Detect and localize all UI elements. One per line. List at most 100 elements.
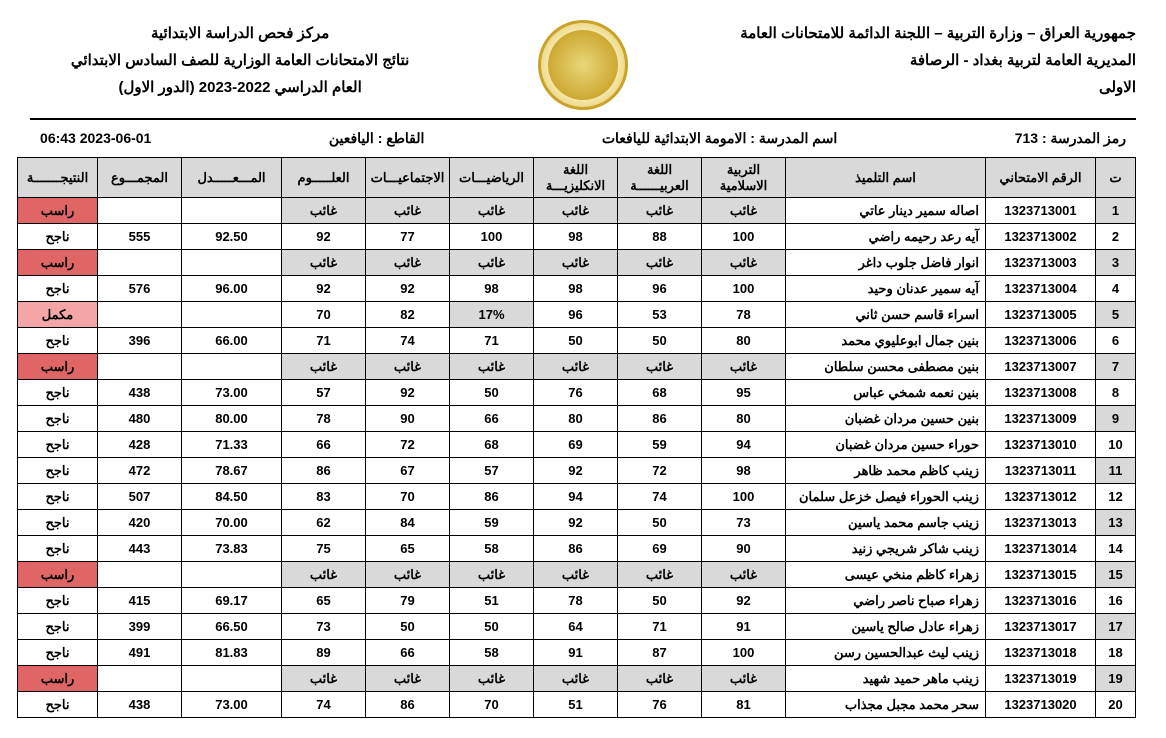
center-line-3: العام الدراسي 2022-2023 (الدور الاول) [30, 74, 450, 101]
cell-subject-1: 53 [618, 302, 702, 328]
cell-subject-2: 76 [534, 380, 618, 406]
table-row: 151323713015زهراء كاظم منخي عيسىغائبغائب… [18, 562, 1136, 588]
cell-subject-3: 66 [450, 406, 534, 432]
col-islamic: التربية الاسلامية [702, 158, 786, 198]
cell-student-name: بنين حسين مردان غضبان [786, 406, 986, 432]
cell-average: 73.00 [182, 692, 282, 718]
cell-result: ناجح [18, 484, 98, 510]
cell-student-name: زينب شاكر شريجي زنيد [786, 536, 986, 562]
cell-subject-3: غائب [450, 354, 534, 380]
cell-total [98, 250, 182, 276]
cell-subject-5: 92 [282, 276, 366, 302]
table-row: 81323713008بنين نعمه شمخي عباس9568765092… [18, 380, 1136, 406]
school-code: رمز المدرسة : 713 [1015, 130, 1126, 147]
cell-subject-5: غائب [282, 198, 366, 224]
cell-subject-2: غائب [534, 562, 618, 588]
cell-result: راسب [18, 666, 98, 692]
cell-result: ناجح [18, 458, 98, 484]
cell-student-name: حوراء حسين مردان غضبان [786, 432, 986, 458]
cell-subject-1: غائب [618, 250, 702, 276]
cell-total [98, 666, 182, 692]
cell-subject-2: 96 [534, 302, 618, 328]
table-row: 131323713013زينب جاسم محمد ياسين73509259… [18, 510, 1136, 536]
cell-subject-1: 74 [618, 484, 702, 510]
cell-subject-3: 98 [450, 276, 534, 302]
cell-subject-4: 67 [366, 458, 450, 484]
cell-total: 491 [98, 640, 182, 666]
cell-subject-3: 70 [450, 692, 534, 718]
cell-exam-no: 1323713017 [986, 614, 1096, 640]
table-row: 91323713009بنين حسين مردان غضبان80868066… [18, 406, 1136, 432]
cell-index: 13 [1096, 510, 1136, 536]
state-emblem-icon [538, 20, 628, 110]
cell-subject-5: 92 [282, 224, 366, 250]
cell-exam-no: 1323713018 [986, 640, 1096, 666]
cell-average [182, 666, 282, 692]
results-table: ت الرقم الامتحاني اسم التلميذ التربية ال… [17, 157, 1136, 718]
header-right-block: جمهورية العراق – وزارة التربية – اللجنة … [716, 20, 1136, 101]
cell-total: 399 [98, 614, 182, 640]
cell-subject-0: غائب [702, 354, 786, 380]
cell-subject-2: 86 [534, 536, 618, 562]
cell-result: راسب [18, 562, 98, 588]
cell-total [98, 354, 182, 380]
cell-subject-2: 64 [534, 614, 618, 640]
cell-average: 73.83 [182, 536, 282, 562]
cell-subject-4: 84 [366, 510, 450, 536]
cell-index: 2 [1096, 224, 1136, 250]
cell-subject-2: 78 [534, 588, 618, 614]
cell-exam-no: 1323713003 [986, 250, 1096, 276]
cell-index: 8 [1096, 380, 1136, 406]
cell-subject-1: 76 [618, 692, 702, 718]
cell-average: 92.50 [182, 224, 282, 250]
col-science: العلـــــوم [282, 158, 366, 198]
cell-subject-2: 51 [534, 692, 618, 718]
cell-subject-1: 71 [618, 614, 702, 640]
subheader-row: رمز المدرسة : 713 اسم المدرسة : الامومة … [30, 126, 1136, 157]
cell-result: ناجح [18, 224, 98, 250]
cell-subject-5: 74 [282, 692, 366, 718]
cell-subject-0: 95 [702, 380, 786, 406]
cell-subject-3: 100 [450, 224, 534, 250]
cell-result: ناجح [18, 510, 98, 536]
cell-subject-1: 69 [618, 536, 702, 562]
cell-subject-5: غائب [282, 250, 366, 276]
cell-result: مكمل [18, 302, 98, 328]
cell-result: ناجح [18, 692, 98, 718]
cell-exam-no: 1323713020 [986, 692, 1096, 718]
cell-average [182, 354, 282, 380]
page-header: جمهورية العراق – وزارة التربية – اللجنة … [30, 20, 1136, 110]
cell-subject-3: 71 [450, 328, 534, 354]
cell-subject-4: غائب [366, 666, 450, 692]
cell-subject-2: 94 [534, 484, 618, 510]
cell-subject-0: 81 [702, 692, 786, 718]
cell-exam-no: 1323713016 [986, 588, 1096, 614]
cell-subject-0: 73 [702, 510, 786, 536]
cell-result: ناجح [18, 536, 98, 562]
cell-student-name: زهراء كاظم منخي عيسى [786, 562, 986, 588]
col-average: المـــعـــــدل [182, 158, 282, 198]
cell-exam-no: 1323713004 [986, 276, 1096, 302]
table-body: 11323713001اصاله سمير دينار عاتيغائبغائب… [18, 198, 1136, 718]
cell-subject-1: 86 [618, 406, 702, 432]
cell-subject-2: غائب [534, 198, 618, 224]
cell-subject-4: 92 [366, 276, 450, 302]
col-arabic: اللغة العربيــــــة [618, 158, 702, 198]
cell-subject-3: 51 [450, 588, 534, 614]
cell-subject-0: 100 [702, 276, 786, 302]
cell-student-name: زينب ماهر حميد شهيد [786, 666, 986, 692]
cell-subject-3: غائب [450, 562, 534, 588]
cell-subject-0: 80 [702, 328, 786, 354]
cell-result: ناجح [18, 614, 98, 640]
col-result: النتيجـــــــة [18, 158, 98, 198]
cell-total: 555 [98, 224, 182, 250]
cell-exam-no: 1323713010 [986, 432, 1096, 458]
cell-student-name: انوار فاضل جلوب داغر [786, 250, 986, 276]
cell-subject-0: غائب [702, 198, 786, 224]
cell-total: 480 [98, 406, 182, 432]
cell-index: 10 [1096, 432, 1136, 458]
cell-total: 438 [98, 380, 182, 406]
cell-subject-3: 50 [450, 380, 534, 406]
cell-subject-4: 90 [366, 406, 450, 432]
cell-subject-4: 72 [366, 432, 450, 458]
